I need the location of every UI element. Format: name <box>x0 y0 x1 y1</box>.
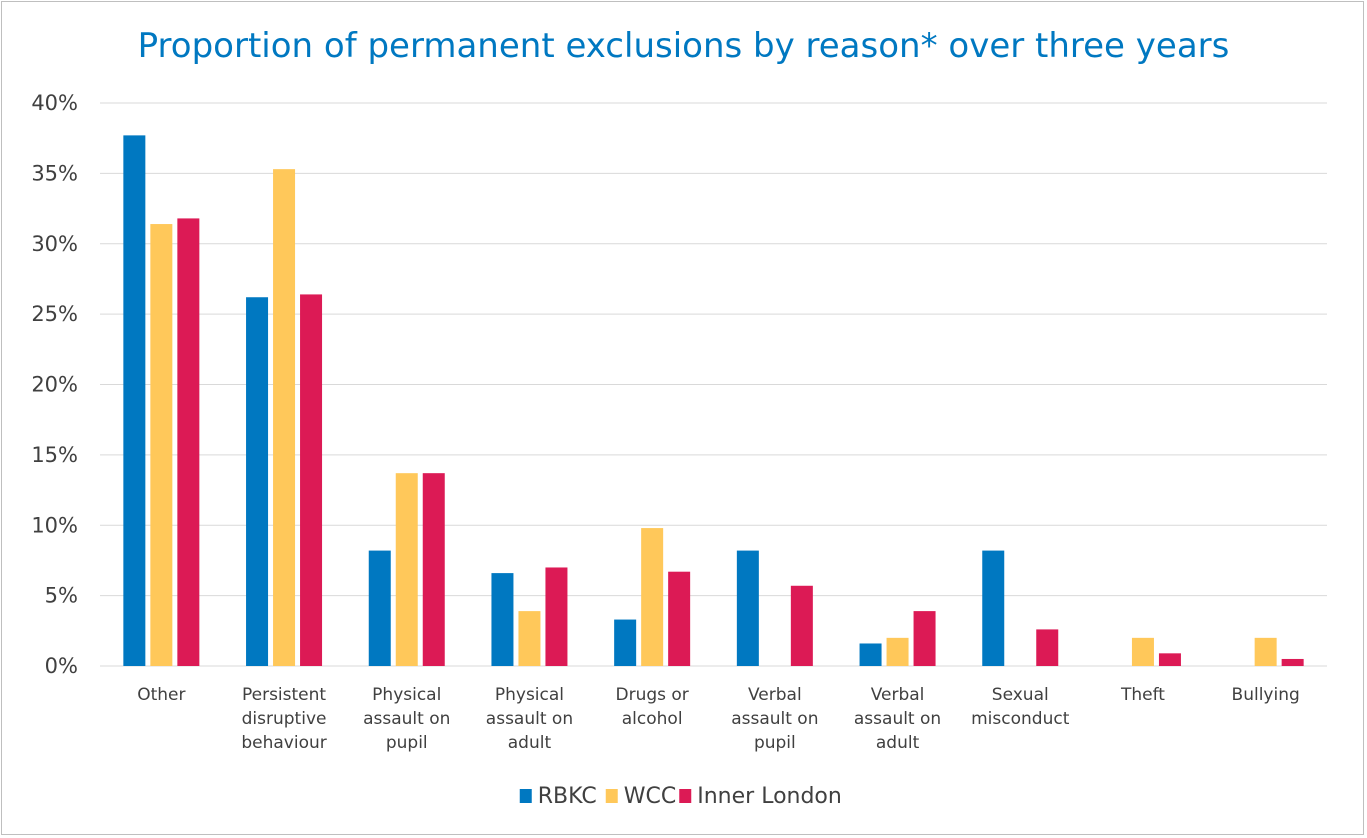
bar <box>150 224 173 667</box>
bar <box>668 571 691 666</box>
x-tick-label: Physical assault on adult <box>486 685 573 753</box>
x-tick-label: Drugs or alcohol <box>616 685 689 729</box>
x-tick-label: Theft <box>1120 685 1165 705</box>
bar <box>177 218 200 667</box>
x-axis-labels: Other Persistent disruptive behaviour Physic… <box>137 685 1300 753</box>
legend: RBKC WCC Inner London <box>519 784 842 809</box>
bar <box>1281 658 1304 666</box>
y-tick-label: 0% <box>45 654 78 678</box>
bar <box>300 294 323 666</box>
bars <box>123 135 1304 667</box>
bar <box>1254 637 1277 666</box>
legend-label: RBKC <box>538 784 597 809</box>
legend-swatch <box>605 789 618 803</box>
y-tick-label: 20% <box>31 373 78 397</box>
bar <box>368 550 391 666</box>
bar <box>982 550 1005 666</box>
x-tick-label: Verbal assault on pupil <box>731 685 818 753</box>
x-tick-label: Verbal assault on adult <box>854 685 941 753</box>
legend-swatch <box>679 789 692 803</box>
bar <box>1131 637 1154 666</box>
bar <box>736 550 759 666</box>
y-axis-ticks: 0% 5% 10% 15% 20% 25% 30% 35% 40% <box>31 91 78 678</box>
bar <box>1036 629 1059 666</box>
x-tick-label: Persistent disruptive behaviour <box>241 685 326 753</box>
y-tick-label: 30% <box>31 232 78 256</box>
x-tick-label: Sexual misconduct <box>971 685 1070 729</box>
x-tick-label: Other <box>137 685 185 705</box>
x-tick-label: Physical assault on pupil <box>363 685 450 753</box>
y-tick-label: 40% <box>31 91 78 115</box>
bar <box>1158 653 1181 666</box>
bar <box>641 528 664 666</box>
y-tick-label: 35% <box>31 161 78 185</box>
y-tick-label: 10% <box>31 513 78 537</box>
bar <box>913 611 936 666</box>
bar <box>886 637 909 666</box>
bar <box>545 567 568 666</box>
legend-label: WCC <box>624 784 676 809</box>
bar <box>123 135 146 666</box>
bar <box>422 473 445 666</box>
bar <box>790 585 813 666</box>
y-tick-label: 15% <box>31 443 78 467</box>
chart-title: Proportion of permanent exclusions by re… <box>137 26 1230 66</box>
y-tick-label: 25% <box>31 302 78 326</box>
bar <box>614 619 637 666</box>
bar <box>395 473 418 666</box>
bar <box>273 169 296 666</box>
legend-label: Inner London <box>697 784 842 809</box>
bar <box>518 611 541 666</box>
bar <box>246 297 269 666</box>
y-tick-label: 5% <box>45 584 78 608</box>
bar <box>491 573 514 666</box>
legend-swatch <box>519 789 532 803</box>
bar <box>859 643 882 666</box>
x-tick-label: Bullying <box>1232 685 1300 705</box>
